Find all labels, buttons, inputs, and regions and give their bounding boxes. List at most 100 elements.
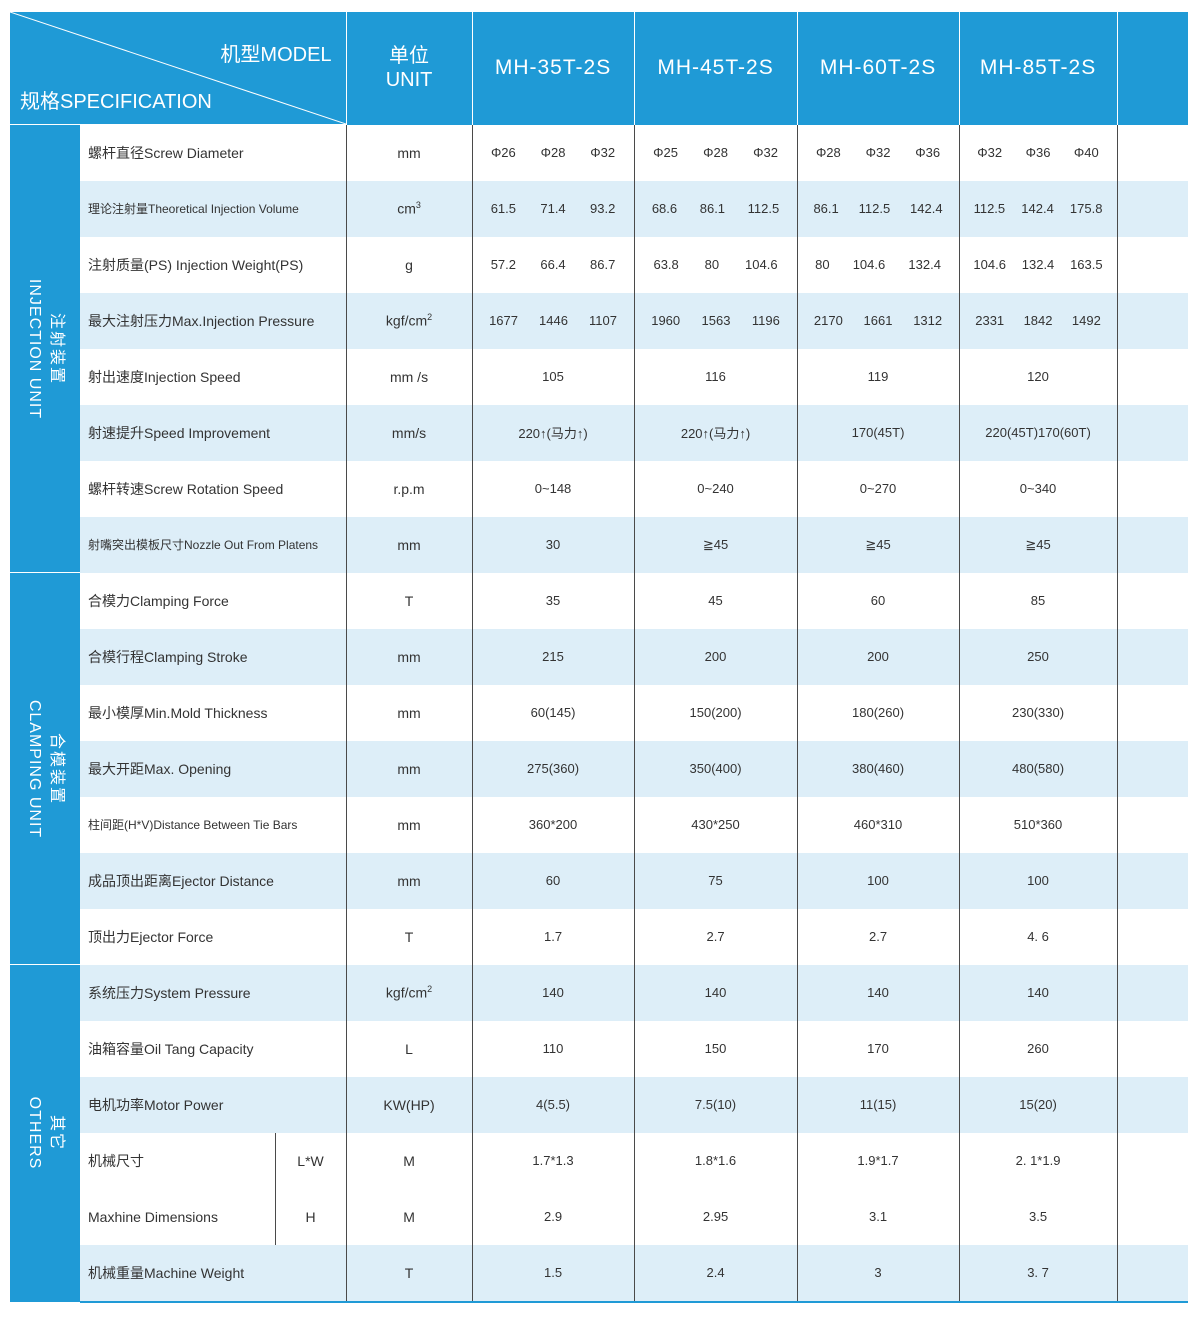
ejector-force-value-cell: 2.7 — [796, 908, 960, 965]
row-end-cell — [1116, 124, 1189, 181]
injection-volume-unit: cm3 — [345, 180, 473, 237]
motor-power-value-cell: 15(20) — [958, 1076, 1118, 1133]
unit-text: mm — [397, 816, 421, 833]
table-cell-value: Φ32 — [865, 145, 891, 160]
table-row: 油箱容量Oil Tang Capacity L 110 150 170 260 — [10, 1020, 1189, 1077]
dimension-subtype: L*W — [274, 1132, 347, 1189]
oil-tank-value-cell: 150 — [633, 1020, 798, 1077]
ejector-force-value-cell: 4. 6 — [958, 908, 1118, 965]
table-cell-value: Φ26 — [490, 145, 516, 160]
table-row: 合模装置 CLAMPING UNIT 合模力Clamping Force T 35 45 6… — [10, 572, 1189, 965]
speed-improvement-value-cell: 170(45T) — [796, 404, 960, 461]
max-opening-value-cell: 480(580) — [958, 740, 1118, 797]
table-cell-value: 142.4 — [910, 201, 943, 216]
row-end-cell — [1116, 628, 1189, 685]
clamping-stroke-value-cell: 200 — [796, 628, 960, 685]
value-triplet: 1960 1563 1196 — [635, 313, 797, 328]
machine-weight-unit: T — [345, 1244, 473, 1303]
speed-improvement-label: 射速提升Speed Improvement — [80, 404, 347, 461]
dimension-lw-value-cell: 1.7*1.3 — [471, 1132, 635, 1189]
table-cell-value: 1661 — [863, 313, 893, 328]
injection-speed-value-cell: 105 — [471, 348, 635, 405]
section-label-en: OTHERS — [26, 1096, 43, 1170]
table-row: Maxhine Dimensions H M 2.9 2.95 3.1 3.5 — [10, 1188, 1189, 1245]
table-cell-value: 112.5 — [747, 201, 780, 216]
table-cell-value: 80 — [704, 257, 720, 272]
unit-text: L — [405, 1040, 413, 1057]
mold-thickness-label: 最小模厚Min.Mold Thickness — [80, 684, 347, 741]
speed-improvement-value-cell: 220↑(马力↑) — [633, 404, 798, 461]
value-triplet: Φ28 Φ32 Φ36 — [798, 145, 959, 160]
machine-weight-value-cell: 1.5 — [471, 1244, 635, 1303]
unit-text: mm — [397, 536, 421, 553]
row-end-cell — [1116, 1132, 1189, 1189]
table-cell-value: 2170 — [813, 313, 843, 328]
row-end-cell — [1116, 292, 1189, 349]
motor-power-value-cell: 11(15) — [796, 1076, 960, 1133]
motor-power-value-cell: 7.5(10) — [633, 1076, 798, 1133]
table-cell-value: 61.5 — [490, 201, 517, 216]
mold-thickness-value-cell: 150(200) — [633, 684, 798, 741]
tie-bars-unit: mm — [345, 796, 473, 853]
injection-pressure-value-cell: 1677 1446 1107 — [471, 292, 635, 349]
tie-bars-label: 柱间距(H*V)Distance Between Tie Bars — [80, 796, 347, 853]
mold-thickness-unit: mm — [345, 684, 473, 741]
speed-improvement-value-cell: 220(45T)170(60T) — [958, 404, 1118, 461]
unit-header-zh: 单位 — [389, 45, 430, 68]
value-triplet: 86.1 112.5 142.4 — [798, 201, 959, 216]
table-cell-value: 63.8 — [653, 257, 679, 272]
table-row: 其它 OTHERS 系统压力System Pressure kgf/cm2 140 140… — [10, 964, 1189, 1302]
nozzle-out-value-cell: 30 — [471, 516, 635, 573]
clamping-stroke-value-cell: 200 — [633, 628, 798, 685]
machine-weight-value-cell: 2.4 — [633, 1244, 798, 1303]
table-cell-value: 1960 — [651, 313, 681, 328]
section-label-zh: 合模装置 — [48, 732, 65, 805]
table-row: 射嘴突出模板尺寸Nozzle Out From Platens mm 30 ≧45 ≧4… — [10, 516, 1189, 573]
table-cell-value: 132.4 — [908, 257, 941, 272]
row-end-cell — [1116, 516, 1189, 573]
injection-pressure-unit: kgf/cm2 — [345, 292, 473, 349]
value-triplet: 2170 1661 1312 — [798, 313, 959, 328]
injection-volume-value-cell: 86.1 112.5 142.4 — [796, 180, 960, 237]
unit-text: T — [404, 592, 414, 609]
table-cell-value: 175.8 — [1069, 201, 1103, 216]
max-opening-unit: mm — [345, 740, 473, 797]
ejector-force-value-cell: 2.7 — [633, 908, 798, 965]
nozzle-out-unit: mm — [345, 516, 473, 573]
section-label: 合模装置 CLAMPING UNIT — [23, 699, 67, 837]
unit-text: cm — [397, 200, 416, 217]
screw-diameter-value-cell: Φ26 Φ28 Φ32 — [471, 124, 635, 181]
screw-rotation-value-cell: 0~340 — [958, 460, 1118, 517]
tie-bars-value-cell: 510*360 — [958, 796, 1118, 853]
tie-bars-value-cell: 460*310 — [796, 796, 960, 853]
model-header-3: MH-60T-2S — [796, 12, 960, 125]
dimension-h-unit: M — [345, 1188, 473, 1245]
section-label-zh: 注射装置 — [48, 312, 65, 385]
section-others: 其它 OTHERS — [10, 964, 80, 1302]
row-end-cell — [1116, 1188, 1189, 1245]
model-header-4: MH-85T-2S — [958, 12, 1118, 125]
unit-text: KW(HP) — [383, 1096, 435, 1113]
table-cell-value: 142.4 — [1021, 201, 1054, 216]
oil-tank-unit: L — [345, 1020, 473, 1077]
row-end-cell — [1116, 908, 1189, 965]
clamping-stroke-value-cell: 215 — [471, 628, 635, 685]
machine-weight-value-cell: 3. 7 — [958, 1244, 1118, 1303]
screw-rotation-label: 螺杆转速Screw Rotation Speed — [80, 460, 347, 517]
injection-pressure-value-cell: 1960 1563 1196 — [633, 292, 798, 349]
max-opening-value-cell: 350(400) — [633, 740, 798, 797]
injection-weight-value-cell: 57.2 66.4 86.7 — [471, 236, 635, 293]
row-end-cell — [1116, 964, 1189, 1021]
unit-superscript: 2 — [427, 312, 433, 323]
table-cell-value: 66.4 — [540, 257, 566, 272]
ejector-distance-unit: mm — [345, 852, 473, 909]
table-cell-value: Φ28 — [540, 145, 566, 160]
table-cell-value: Φ25 — [653, 145, 678, 160]
clamping-force-label: 合模力Clamping Force — [80, 572, 347, 629]
value-triplet: 112.5 142.4 175.8 — [960, 201, 1117, 216]
unit-text: g — [405, 256, 413, 273]
table-row: 螺杆转速Screw Rotation Speed r.p.m 0~148 0~240 0… — [10, 460, 1189, 517]
system-pressure-unit: kgf/cm2 — [345, 964, 473, 1021]
table-cell-value: Φ28 — [815, 145, 841, 160]
table-cell-value: 86.7 — [590, 257, 616, 272]
